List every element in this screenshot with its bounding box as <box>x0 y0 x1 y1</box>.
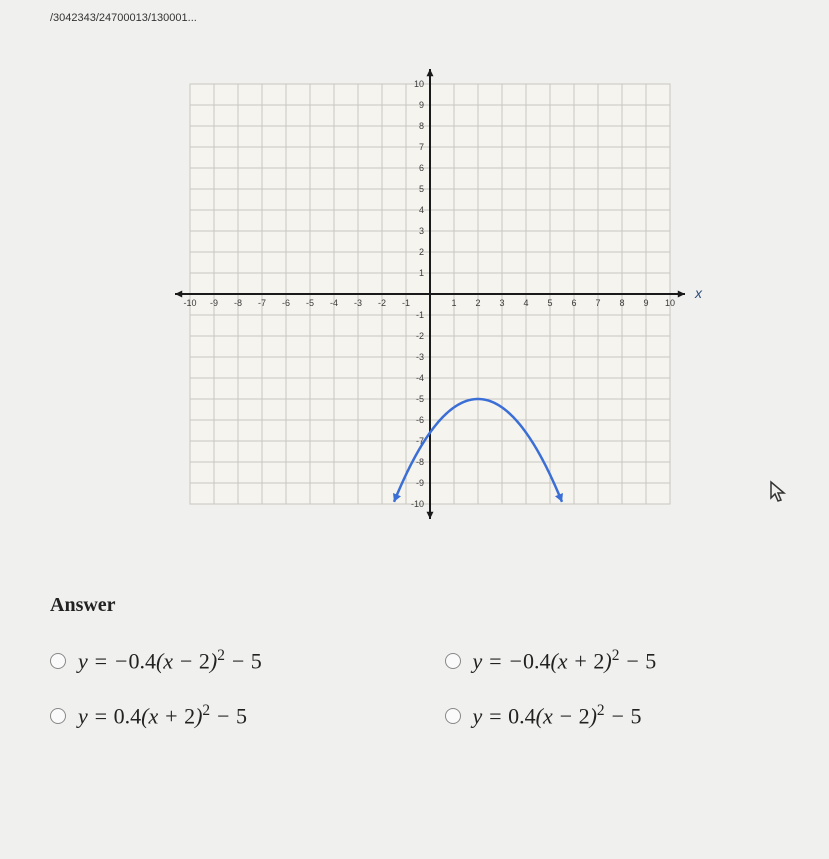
svg-text:1: 1 <box>418 268 423 278</box>
svg-text:-2: -2 <box>415 331 423 341</box>
svg-text:1: 1 <box>451 298 456 308</box>
option-c[interactable]: y = 0.4(x + 2)2 − 5 <box>50 702 415 729</box>
equation-b: y = −0.4(x + 2)2 − 5 <box>473 647 657 674</box>
graph-container: -10 -9 -8 -7 -6 -5 -4 -3 -2 -1 1 2 3 4 5 6 7 8 9 10 1 2 3 4 5 6 7 8… <box>50 34 809 574</box>
svg-text:-6: -6 <box>281 298 289 308</box>
svg-text:7: 7 <box>418 142 423 152</box>
svg-text:10: 10 <box>413 79 423 89</box>
svg-text:8: 8 <box>418 121 423 131</box>
svg-text:3: 3 <box>418 226 423 236</box>
equation-a: y = −0.4(x − 2)2 − 5 <box>78 647 262 674</box>
option-b[interactable]: y = −0.4(x + 2)2 − 5 <box>445 647 810 674</box>
answer-heading: Answer <box>50 594 809 617</box>
svg-text:7: 7 <box>595 298 600 308</box>
radio-icon[interactable] <box>445 653 461 669</box>
svg-text:-3: -3 <box>353 298 361 308</box>
svg-text:9: 9 <box>643 298 648 308</box>
svg-text:9: 9 <box>418 100 423 110</box>
svg-text:-7: -7 <box>257 298 265 308</box>
svg-text:-9: -9 <box>209 298 217 308</box>
equation-c: y = 0.4(x + 2)2 − 5 <box>78 702 247 729</box>
svg-text:-5: -5 <box>415 394 423 404</box>
radio-icon[interactable] <box>445 708 461 724</box>
svg-text:-8: -8 <box>415 457 423 467</box>
svg-text:-1: -1 <box>401 298 409 308</box>
svg-text:-8: -8 <box>233 298 241 308</box>
svg-text:-4: -4 <box>415 373 423 383</box>
svg-text:-6: -6 <box>415 415 423 425</box>
cursor-icon <box>769 480 789 509</box>
svg-text:-1: -1 <box>415 310 423 320</box>
svg-text:5: 5 <box>418 184 423 194</box>
svg-text:2: 2 <box>418 247 423 257</box>
svg-text:-5: -5 <box>305 298 313 308</box>
answer-section: Answer y = −0.4(x − 2)2 − 5 y = −0.4(x +… <box>50 574 809 730</box>
svg-text:x: x <box>694 285 703 301</box>
svg-text:-10: -10 <box>410 499 423 509</box>
option-a[interactable]: y = −0.4(x − 2)2 − 5 <box>50 647 415 674</box>
svg-text:5: 5 <box>547 298 552 308</box>
breadcrumb: /3042343/24700013/130001... <box>50 10 809 34</box>
radio-icon[interactable] <box>50 708 66 724</box>
svg-text:8: 8 <box>619 298 624 308</box>
options-grid: y = −0.4(x − 2)2 − 5 y = −0.4(x + 2)2 − … <box>50 647 809 730</box>
svg-text:4: 4 <box>418 205 423 215</box>
svg-text:-2: -2 <box>377 298 385 308</box>
svg-text:3: 3 <box>499 298 504 308</box>
svg-text:-3: -3 <box>415 352 423 362</box>
svg-text:10: 10 <box>664 298 674 308</box>
svg-text:6: 6 <box>571 298 576 308</box>
coordinate-graph: -10 -9 -8 -7 -6 -5 -4 -3 -2 -1 1 2 3 4 5 6 7 8 9 10 1 2 3 4 5 6 7 8… <box>150 44 710 544</box>
svg-text:-10: -10 <box>183 298 196 308</box>
svg-text:2: 2 <box>475 298 480 308</box>
equation-d: y = 0.4(x − 2)2 − 5 <box>473 702 642 729</box>
svg-text:6: 6 <box>418 163 423 173</box>
radio-icon[interactable] <box>50 653 66 669</box>
svg-text:4: 4 <box>523 298 528 308</box>
svg-text:-4: -4 <box>329 298 337 308</box>
option-d[interactable]: y = 0.4(x − 2)2 − 5 <box>445 702 810 729</box>
svg-text:-9: -9 <box>415 478 423 488</box>
